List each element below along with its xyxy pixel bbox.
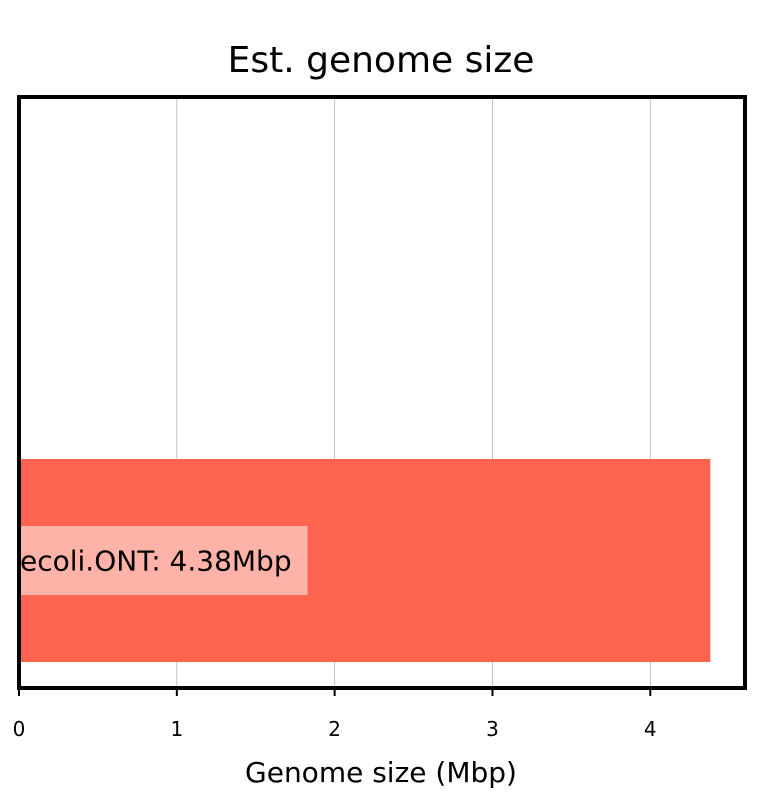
bar-label-ecoli.ONT: ecoli.ONT: 4.38Mbp (20, 545, 292, 578)
x-axis-label: Genome size (Mbp) (245, 756, 517, 789)
chart-title: Est. genome size (228, 40, 535, 81)
x-axis-ticks: 0 1 2 3 4 (13, 688, 657, 741)
x-tick-label-1: 1 (170, 717, 183, 741)
x-tick-label-2: 2 (328, 717, 341, 741)
x-tick-label-4: 4 (644, 717, 657, 741)
x-tick-label-0: 0 (13, 717, 26, 741)
bar-label-box (16, 526, 308, 595)
x-tick-label-3: 3 (486, 717, 499, 741)
plot-frame (17, 95, 747, 690)
bar-labels: ecoli.ONT: 4.38Mbp (16, 526, 308, 595)
